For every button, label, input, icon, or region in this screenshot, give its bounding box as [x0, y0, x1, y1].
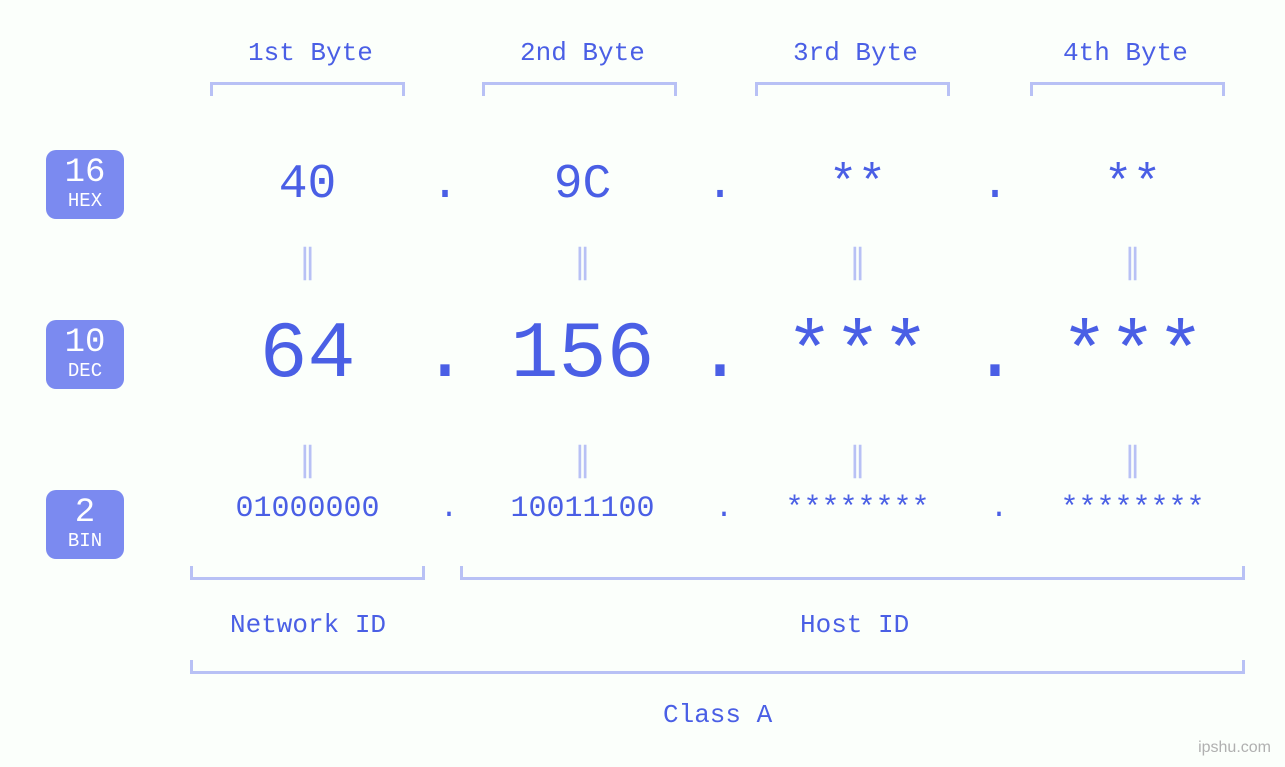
eq2-3: ∥: [745, 440, 970, 482]
equals-row-1: ∥ ∥ ∥ ∥: [195, 242, 1255, 284]
bin-dot2: .: [715, 492, 725, 526]
dec-dot1: .: [420, 310, 470, 401]
eq2-1: ∥: [195, 440, 420, 482]
badge-hex-label: HEX: [46, 192, 124, 211]
hex-b3: **: [745, 158, 970, 212]
bottom-bracket-class: [190, 660, 1245, 674]
badge-bin-num: 2: [46, 496, 124, 530]
ip-diagram: 1st Byte 2nd Byte 3rd Byte 4th Byte 16 H…: [0, 0, 1285, 767]
watermark: ipshu.com: [1198, 739, 1271, 757]
bin-dot3: .: [990, 492, 1000, 526]
dec-b1: 64: [195, 310, 420, 401]
badge-dec-num: 10: [46, 326, 124, 360]
eq2-4: ∥: [1020, 440, 1245, 482]
label-host-id: Host ID: [800, 610, 909, 640]
bottom-bracket-host: [460, 566, 1245, 580]
dec-row: 64 . 156 . *** . ***: [195, 310, 1245, 401]
hex-dot2: .: [695, 158, 745, 212]
header-byte3: 3rd Byte: [793, 38, 918, 68]
badge-hex: 16 HEX: [46, 150, 124, 219]
header-byte4: 4th Byte: [1063, 38, 1188, 68]
eq1-2: ∥: [470, 242, 695, 284]
bin-b3: ********: [725, 492, 990, 526]
label-network-id: Network ID: [230, 610, 386, 640]
badge-dec-label: DEC: [46, 362, 124, 381]
badge-dec: 10 DEC: [46, 320, 124, 389]
header-byte2: 2nd Byte: [520, 38, 645, 68]
top-bracket-2: [482, 82, 677, 96]
bin-dot1: .: [440, 492, 450, 526]
dec-b4: ***: [1020, 310, 1245, 401]
header-byte1: 1st Byte: [248, 38, 373, 68]
hex-dot1: .: [420, 158, 470, 212]
badge-bin-label: BIN: [46, 532, 124, 551]
badge-hex-num: 16: [46, 156, 124, 190]
bin-b4: ********: [1000, 492, 1265, 526]
bin-row: 01000000 . 10011100 . ******** . *******…: [175, 492, 1265, 526]
bin-b1: 01000000: [175, 492, 440, 526]
top-bracket-3: [755, 82, 950, 96]
hex-dot3: .: [970, 158, 1020, 212]
label-class: Class A: [663, 700, 772, 730]
eq1-4: ∥: [1020, 242, 1245, 284]
eq1-1: ∥: [195, 242, 420, 284]
eq2-2: ∥: [470, 440, 695, 482]
hex-row: 40 . 9C . ** . **: [195, 158, 1245, 212]
eq1-3: ∥: [745, 242, 970, 284]
hex-b1: 40: [195, 158, 420, 212]
bin-b2: 10011100: [450, 492, 715, 526]
top-bracket-4: [1030, 82, 1225, 96]
hex-b4: **: [1020, 158, 1245, 212]
equals-row-2: ∥ ∥ ∥ ∥: [195, 440, 1255, 482]
badge-bin: 2 BIN: [46, 490, 124, 559]
top-bracket-1: [210, 82, 405, 96]
dec-b3: ***: [745, 310, 970, 401]
dec-dot3: .: [970, 310, 1020, 401]
bottom-bracket-network: [190, 566, 425, 580]
hex-b2: 9C: [470, 158, 695, 212]
dec-dot2: .: [695, 310, 745, 401]
dec-b2: 156: [470, 310, 695, 401]
